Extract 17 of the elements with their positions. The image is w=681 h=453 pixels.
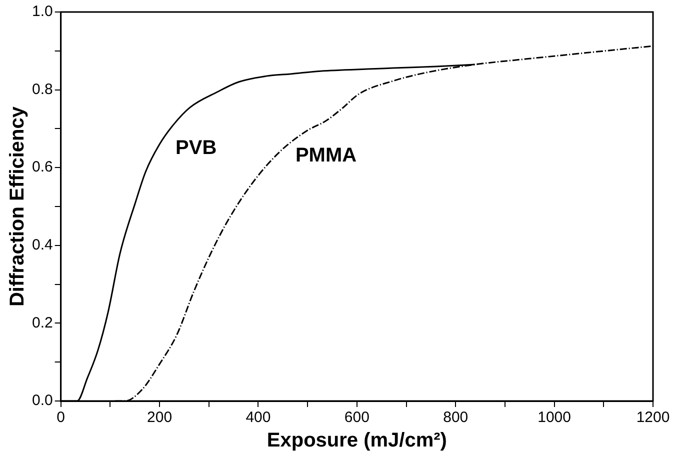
y-tick-label: 0.2 <box>32 314 53 332</box>
y-tick-label: 0.8 <box>32 80 53 98</box>
y-tick-label: 0.4 <box>32 236 53 254</box>
x-tick-label: 1000 <box>538 409 571 426</box>
y-tick-label: 0.0 <box>32 392 53 410</box>
y-tick-label: 1.0 <box>32 3 53 20</box>
x-tick-label: 800 <box>443 409 468 426</box>
x-tick-label: 600 <box>344 409 370 426</box>
x-tick-label: 200 <box>147 409 172 426</box>
x-axis-title: Exposure (mJ/cm²) <box>266 430 447 452</box>
series-label: PMMA <box>295 144 357 167</box>
series-label: PVB <box>176 136 217 159</box>
x-tick-label: 1200 <box>636 409 670 426</box>
y-axis-title: Diffraction Efficiency <box>6 106 29 307</box>
x-tick-label: 400 <box>246 409 271 426</box>
x-tick-label: 0 <box>56 409 66 426</box>
y-tick-label: 0.6 <box>32 158 53 176</box>
